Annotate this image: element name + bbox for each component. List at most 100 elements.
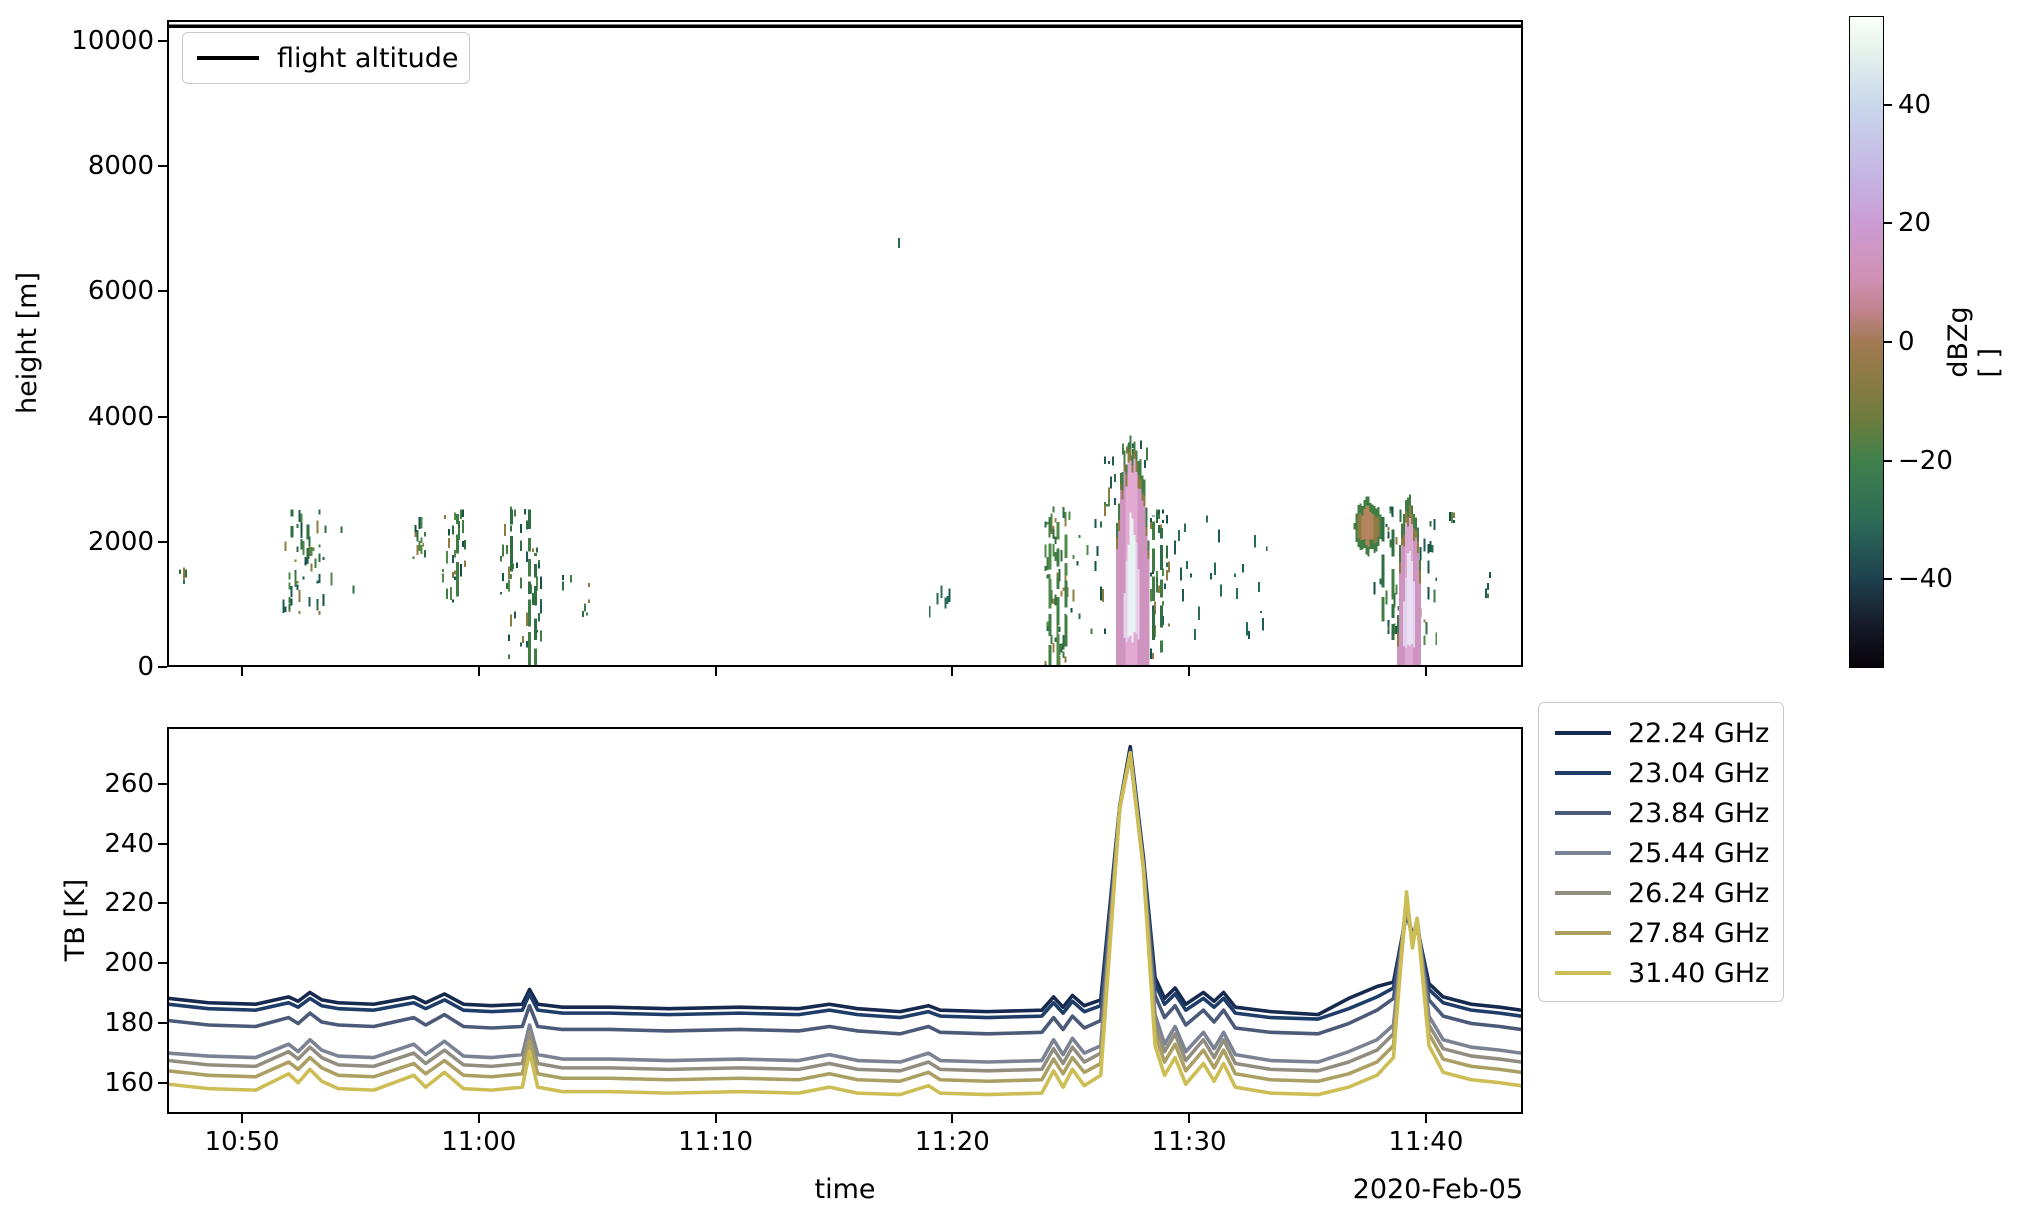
legend-item-label: 23.04 GHz (1628, 757, 1770, 789)
height-axis-tick-label: 4000 (87, 401, 154, 432)
tb-panel (167, 727, 1523, 1114)
colorbar-label: dBZg [ ] (1943, 306, 2005, 378)
colorbar-tick-label: −20 (1898, 445, 1953, 476)
tb-axis-tick-label: 180 (104, 1008, 154, 1039)
echo-plume (1397, 494, 1421, 665)
legend-item: 27.84 GHz (1555, 913, 1783, 953)
legend-item-label: 31.40 GHz (1628, 957, 1770, 989)
date-label: 2020-Feb-05 (1352, 1174, 1523, 1205)
height-axis-tick (158, 540, 167, 543)
height-axis-tick (158, 415, 167, 418)
tb-axis-tick (158, 842, 167, 845)
tb-axis-tick-label: 220 (104, 888, 154, 919)
colorbar-tick (1884, 222, 1892, 225)
series-line-26-24-ghz (169, 753, 1521, 1073)
echo-speckle-cluster (1150, 509, 1171, 659)
radar-plot-svg (169, 24, 1521, 665)
series-line-23-84-ghz (169, 750, 1521, 1036)
tb-plot-svg (169, 744, 1521, 1097)
tb-axis-tick (158, 902, 167, 905)
echo-speckle-cluster (282, 509, 333, 616)
tb-axis-tick-label: 240 (104, 828, 154, 859)
series-line-27-84-ghz (169, 752, 1521, 1084)
echo-speckle-cluster (1070, 518, 1107, 634)
height-axis-tick (158, 39, 167, 42)
legend-line-swatch (1555, 891, 1611, 895)
legend-item: 23.04 GHz (1555, 753, 1783, 793)
radar-echoes (178, 435, 1492, 665)
height-axis-tick (158, 290, 167, 293)
time-axis-tick-label: 10:50 (204, 1127, 280, 1157)
echo-dots (324, 238, 900, 594)
time-axis-tick (1188, 1114, 1191, 1123)
time-axis-label: time (814, 1174, 876, 1205)
echo-plume (1115, 435, 1150, 665)
radar-time-tick (241, 667, 244, 676)
flight-altitude-legend-line (197, 56, 259, 60)
legend-item-label: 23.84 GHz (1628, 797, 1770, 829)
legend-line-swatch (1555, 931, 1611, 935)
series-line-25-44-ghz (169, 752, 1521, 1064)
colorbar-tick (1884, 578, 1892, 581)
echo-blob (1353, 496, 1382, 557)
radar-time-tick (714, 667, 717, 676)
flight-altitude-legend-label: flight altitude (277, 42, 459, 74)
time-axis-tick (241, 1114, 244, 1123)
legend-line-swatch (1555, 771, 1611, 775)
colorbar-tick-label: −40 (1898, 564, 1953, 595)
echo-speckle-cluster (178, 567, 187, 585)
series-line-22-24-ghz (169, 744, 1521, 1017)
echo-speckle-cluster (500, 506, 542, 665)
height-axis-label: height [m] (12, 271, 43, 415)
echo-speckle-cluster (284, 572, 299, 613)
series-line-31-40-ghz (169, 750, 1521, 1097)
time-axis-tick-label: 11:00 (441, 1127, 517, 1157)
legend-item-label: 22.24 GHz (1628, 717, 1770, 749)
echo-speckle-cluster (442, 509, 467, 603)
series-line-23-04-ghz (169, 747, 1521, 1021)
colorbar-tick-label: 20 (1898, 208, 1932, 239)
legend-item-label: 27.84 GHz (1628, 917, 1770, 949)
legend-line-swatch (1555, 851, 1611, 855)
legend-item-label: 26.24 GHz (1628, 877, 1770, 909)
colorbar-tick (1884, 341, 1892, 343)
colorbar (1849, 16, 1884, 668)
echo-speckle-cluster (412, 516, 427, 560)
legend-line-swatch (1555, 731, 1611, 735)
frequency-legend: 22.24 GHz 23.04 GHz 23.84 GHz 25.44 GHz 26.2… (1538, 702, 1784, 1002)
echo-speckle-cluster (561, 574, 572, 591)
echo-speckle-cluster (1419, 518, 1438, 645)
time-axis-tick (714, 1114, 717, 1123)
radar-time-tick (1424, 667, 1427, 676)
height-axis-tick-label: 2000 (87, 526, 154, 557)
legend-item: 25.44 GHz (1555, 833, 1783, 873)
echo-speckle-cluster (1044, 506, 1071, 665)
legend-item-label: 25.44 GHz (1628, 837, 1770, 869)
echo-speckle-cluster (1449, 512, 1456, 524)
radar-panel (167, 20, 1523, 667)
echo-speckle-cluster (581, 582, 590, 618)
time-axis-tick (1424, 1114, 1427, 1123)
flight-altitude-legend: flight altitude (182, 32, 470, 84)
echo-speckle-cluster (928, 585, 951, 618)
colorbar-tick-label: 0 (1898, 327, 1915, 357)
tb-axis-tick-label: 160 (104, 1067, 154, 1098)
legend-line-swatch (1555, 971, 1611, 975)
legend-item: 26.24 GHz (1555, 873, 1783, 913)
legend-item: 22.24 GHz (1555, 713, 1783, 753)
time-axis-tick-label: 11:30 (1151, 1127, 1227, 1157)
echo-speckle-cluster (1174, 515, 1268, 641)
height-axis-tick (158, 666, 167, 668)
colorbar-tick-label: 40 (1898, 89, 1932, 120)
height-axis-tick-label: 0 (137, 652, 154, 682)
tb-axis-tick-label: 260 (104, 768, 154, 799)
tb-axis-tick (158, 782, 167, 785)
radar-time-tick (1188, 667, 1191, 676)
tb-axis-tick (158, 1022, 167, 1025)
height-axis-tick-label: 6000 (87, 276, 154, 307)
colorbar-tick (1884, 459, 1892, 462)
echo-speckle-cluster (1104, 456, 1117, 516)
height-axis-tick (158, 165, 167, 168)
tb-axis-tick-label: 200 (104, 948, 154, 979)
